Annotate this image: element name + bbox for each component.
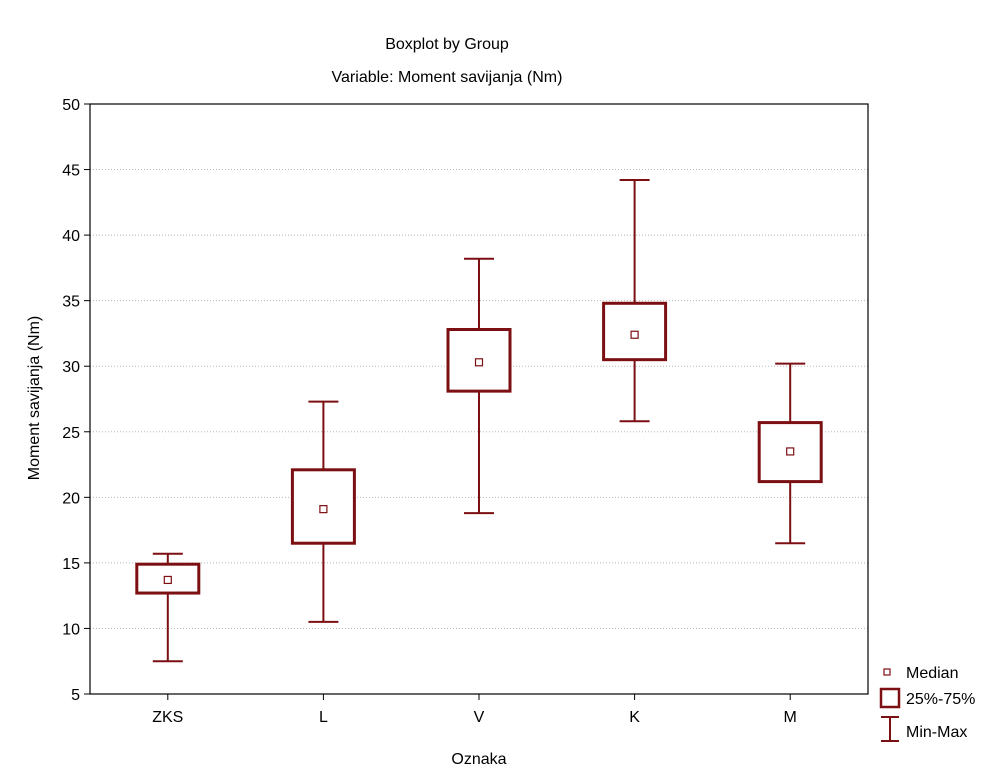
x-axis-label: Oznaka [451,751,506,768]
y-tick-label: 45 [62,163,80,180]
y-axis-label: Moment savijanja (Nm) [26,316,43,480]
box-group-v [446,257,512,515]
median-marker [786,447,795,456]
box-iqr [446,328,512,393]
legend-whisker-label: Min-Max [906,724,967,741]
median-marker [630,330,639,339]
legend-item-median: Median [883,665,958,682]
box-group-m [757,362,823,545]
x-tick-labels: ZKS L V K M [152,694,797,726]
y-tick-label: 20 [62,490,80,507]
median-marker [163,575,172,585]
x-tick-label: M [784,709,797,726]
legend-box-marker [879,687,901,709]
legend-median-marker [883,668,891,676]
box-group-k [602,179,668,423]
legend-box-label: 25%-75% [906,691,975,708]
x-tick-label: L [319,709,328,726]
y-tick-label: 15 [62,556,80,573]
chart-title: Boxplot by Group [385,36,509,53]
grid-lines [90,169,868,629]
y-tick-label: 35 [62,294,80,311]
box-iqr [135,562,201,595]
median-marker [319,505,328,514]
y-tick-label: 5 [71,687,80,704]
chart-subtitle: Variable: Moment savijanja (Nm) [332,69,563,86]
median-marker [474,358,484,367]
box-iqr [290,468,356,545]
box-group-l [290,400,356,623]
box-group-zks [135,552,201,663]
legend: Median 25%-75% Min-Max [879,665,975,742]
y-tick-label: 30 [62,359,80,376]
legend-item-whisker: Min-Max [881,716,967,742]
x-tick-label: ZKS [152,709,183,726]
boxes [135,179,823,663]
legend-median-label: Median [906,665,958,682]
x-tick-label: V [474,709,485,726]
plot-frame [89,103,869,695]
legend-item-box: 25%-75% [879,687,975,709]
y-tick-label: 10 [62,621,80,638]
y-tick-label: 25 [62,425,80,442]
x-tick-label: K [629,709,640,726]
y-tick-label: 40 [62,228,80,245]
y-tick-labels: 5 10 15 20 25 30 35 40 45 50 [62,97,90,704]
y-tick-label: 50 [62,97,80,114]
